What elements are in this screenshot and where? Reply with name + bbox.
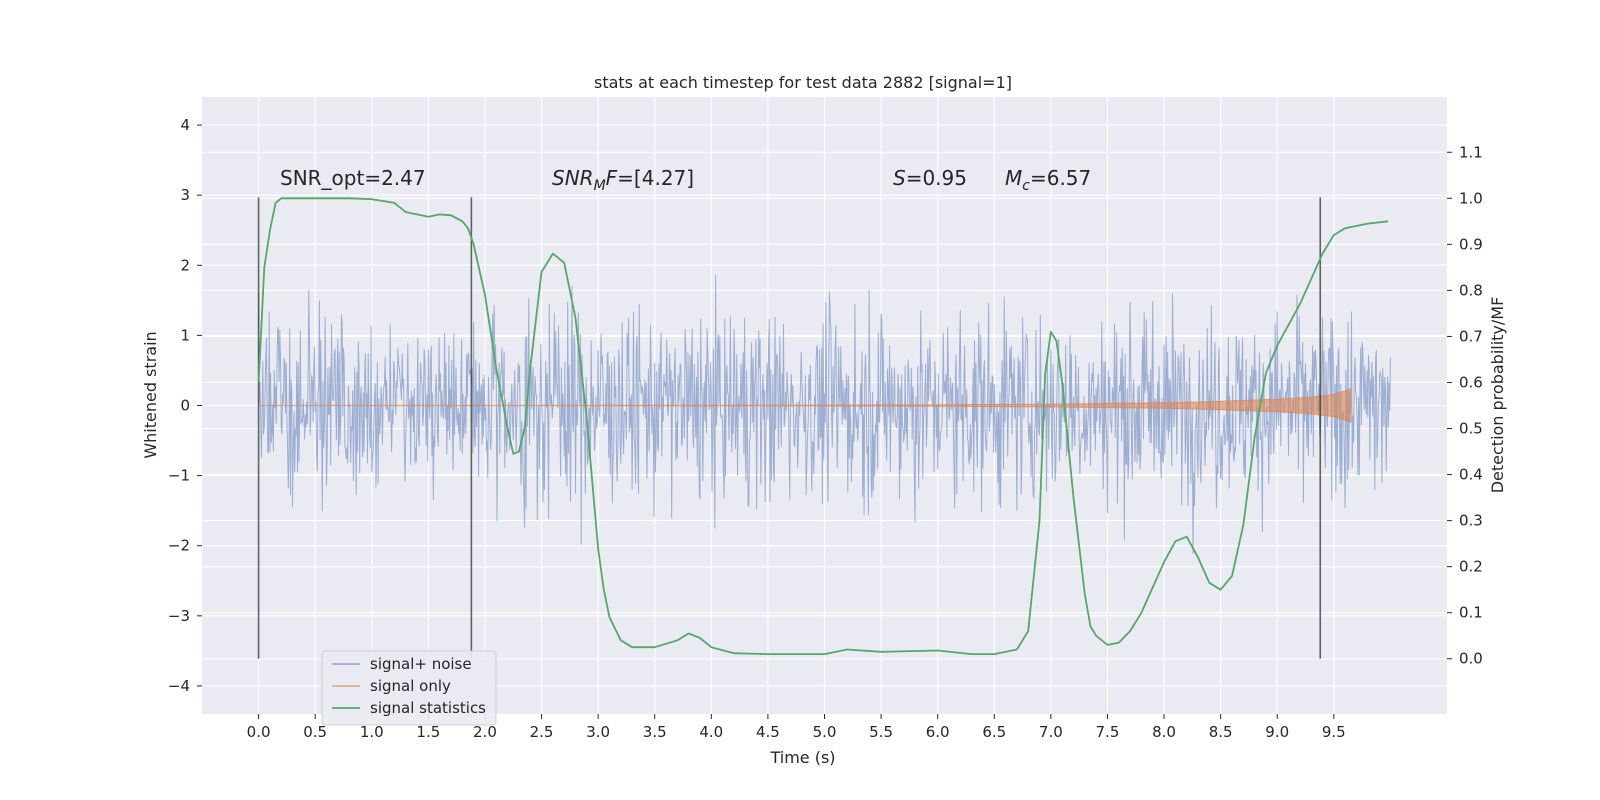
x-tick-label-18: 9.0 <box>1265 723 1289 741</box>
x-tick-label-15: 7.5 <box>1096 723 1120 741</box>
y-right-tick-label-10: 0.1 <box>1459 604 1483 622</box>
x-tick-label-7: 3.5 <box>643 723 667 741</box>
x-tick-label-11: 5.5 <box>869 723 893 741</box>
y-right-tick-label-1: 1.0 <box>1459 189 1483 207</box>
x-tick-label-5: 2.5 <box>530 723 554 741</box>
y-right-tick-label-3: 0.8 <box>1459 281 1483 299</box>
x-tick-label-14: 7.0 <box>1039 723 1063 741</box>
y-right-tick-label-7: 0.4 <box>1459 466 1483 484</box>
y-axis-label-left: Whitened strain <box>141 331 160 458</box>
y-right-tick-label-4: 0.7 <box>1459 327 1483 345</box>
y-right-tick-label-0: 1.1 <box>1459 143 1483 161</box>
legend-box <box>321 650 497 726</box>
x-tick-label-0: 0.0 <box>247 723 271 741</box>
legend-label-signal-noise: signal+ noise <box>370 655 472 673</box>
x-tick-label-10: 5.0 <box>813 723 837 741</box>
x-tick-label-3: 1.5 <box>416 723 440 741</box>
x-tick-label-17: 8.5 <box>1209 723 1233 741</box>
chart-title: stats at each timestep for test data 288… <box>594 73 1012 92</box>
annotation-s: S=0.95 <box>893 166 967 190</box>
x-tick-label-9: 4.5 <box>756 723 780 741</box>
series-signal-noise <box>258 274 1391 555</box>
x-axis-label: Time (s) <box>769 748 835 767</box>
y-tick-label-5: −1 <box>168 467 190 485</box>
legend-label-signal-only: signal only <box>370 677 451 695</box>
y-right-tick-label-9: 0.2 <box>1459 558 1483 576</box>
plot-area: 0.0 0.5 1.0 1.5 2.0 2.5 3.0 3.5 4.0 4.5 5.0 5.5 6.0 6… <box>168 97 1483 741</box>
y-right-tick-label-6: 0.5 <box>1459 420 1483 438</box>
x-tick-label-8: 4.0 <box>699 723 723 741</box>
y-tick-label-8: −4 <box>168 677 190 695</box>
series-signal-statistics <box>257 197 1389 655</box>
x-tick-label-13: 6.5 <box>982 723 1006 741</box>
y-tick-label-0: 4 <box>180 116 190 134</box>
y-right-tick-label-8: 0.3 <box>1459 512 1483 530</box>
annotation-mc: Mc=6.57 <box>1005 166 1091 194</box>
y-tick-label-6: −2 <box>168 537 190 555</box>
y-right-tick-label-2: 0.9 <box>1459 235 1483 253</box>
x-tick-label-19: 9.5 <box>1322 723 1346 741</box>
y-axis-label-right: Detection probability/MF <box>1488 297 1507 494</box>
x-tick-label-2: 1.0 <box>360 723 384 741</box>
x-tick-label-4: 2.0 <box>473 723 497 741</box>
y-tick-label-7: −3 <box>168 607 190 625</box>
y-tick-label-2: 2 <box>180 256 190 274</box>
x-tick-label-12: 6.0 <box>926 723 950 741</box>
y-tick-label-4: 0 <box>180 397 190 415</box>
annotation-snr-opt: SNR_opt=2.47 <box>280 166 426 190</box>
y-tick-label-3: 1 <box>180 326 190 344</box>
x-tick-label-16: 8.0 <box>1152 723 1176 741</box>
axis-ticks: 0.0 0.5 1.0 1.5 2.0 2.5 3.0 3.5 4.0 4.5 5.0 5.5 6.0 6… <box>168 116 1483 741</box>
x-tick-label-6: 3.0 <box>586 723 610 741</box>
annotation-snr-mf: SNRMF=[4.27] <box>552 166 694 194</box>
y-right-tick-label-5: 0.6 <box>1459 373 1483 391</box>
series-signal-only <box>258 387 1352 424</box>
legend: signal+ noise signal only signal statist… <box>321 650 497 726</box>
y-tick-label-1: 3 <box>180 186 190 204</box>
y-right-tick-label-11: 0.0 <box>1459 650 1483 668</box>
x-tick-label-1: 0.5 <box>303 723 327 741</box>
legend-label-signal-statistics: signal statistics <box>370 699 486 717</box>
